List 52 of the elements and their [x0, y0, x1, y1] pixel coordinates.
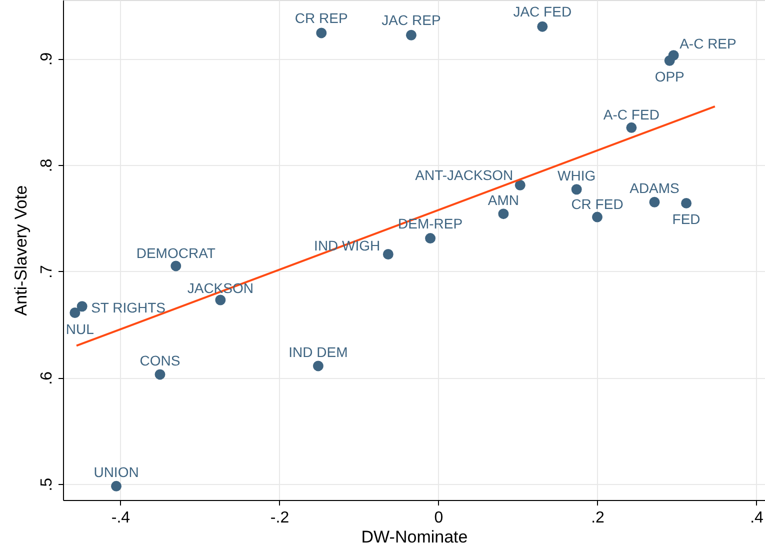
- point: [498, 208, 509, 220]
- annotation: CR REP: [294, 10, 348, 26]
- point: [170, 260, 182, 272]
- point: [681, 198, 692, 208]
- y-tick-label: .8: [38, 158, 56, 172]
- point: [215, 294, 226, 306]
- annotation: CONS: [140, 352, 180, 368]
- x-tick-label: 0: [434, 510, 444, 526]
- y-tick-label: .9: [38, 52, 56, 66]
- point: [537, 21, 548, 32]
- point: [316, 28, 327, 38]
- annotation: NUL: [66, 320, 94, 337]
- annotation: OPP: [654, 68, 684, 85]
- annotation: CR FED: [571, 196, 624, 212]
- point: [425, 233, 436, 244]
- annotation: IND WIGH: [314, 237, 380, 254]
- annotation: JAC REP: [382, 12, 441, 28]
- x-tick-label: .4: [750, 510, 764, 526]
- x-axis-title: DW-Nominate: [361, 528, 468, 546]
- annotation: A-C FED: [603, 106, 660, 123]
- annotation: ST RIGHTS: [91, 299, 166, 316]
- point: [111, 480, 122, 492]
- point: [154, 369, 166, 380]
- y-tick-label: .6: [38, 371, 56, 385]
- annotation: AMN: [488, 192, 519, 208]
- annotation: UNION: [94, 464, 139, 480]
- annotation: IND DEM: [288, 344, 348, 360]
- annotation: ADAMS: [630, 180, 680, 196]
- point: [664, 55, 675, 66]
- point: [649, 196, 660, 208]
- point: [626, 122, 637, 133]
- point: [514, 180, 526, 190]
- annotation: FED: [672, 211, 700, 228]
- point: [592, 212, 602, 222]
- y-tick-label: .5: [38, 478, 56, 492]
- point: [70, 308, 80, 318]
- annotation: WHIG: [558, 167, 596, 184]
- point: [571, 184, 582, 195]
- annotation: ANT-JACKSON: [415, 167, 514, 184]
- y-axis-title: Anti-Slavery Vote: [12, 185, 30, 316]
- annotation: DEMOCRAT: [136, 244, 216, 261]
- x-tick-label: .2: [591, 510, 605, 526]
- x-tick-label: -.2: [270, 510, 290, 526]
- point: [76, 301, 88, 312]
- point: [382, 249, 394, 260]
- y-tick-label: .7: [38, 265, 56, 278]
- annotation: A-C REP: [680, 35, 736, 52]
- annotation: JAC FED: [513, 4, 572, 20]
- x-tick-label: -.4: [111, 510, 130, 526]
- point: [406, 30, 416, 40]
- point: [312, 360, 324, 372]
- annotation: DEM-REP: [398, 215, 463, 232]
